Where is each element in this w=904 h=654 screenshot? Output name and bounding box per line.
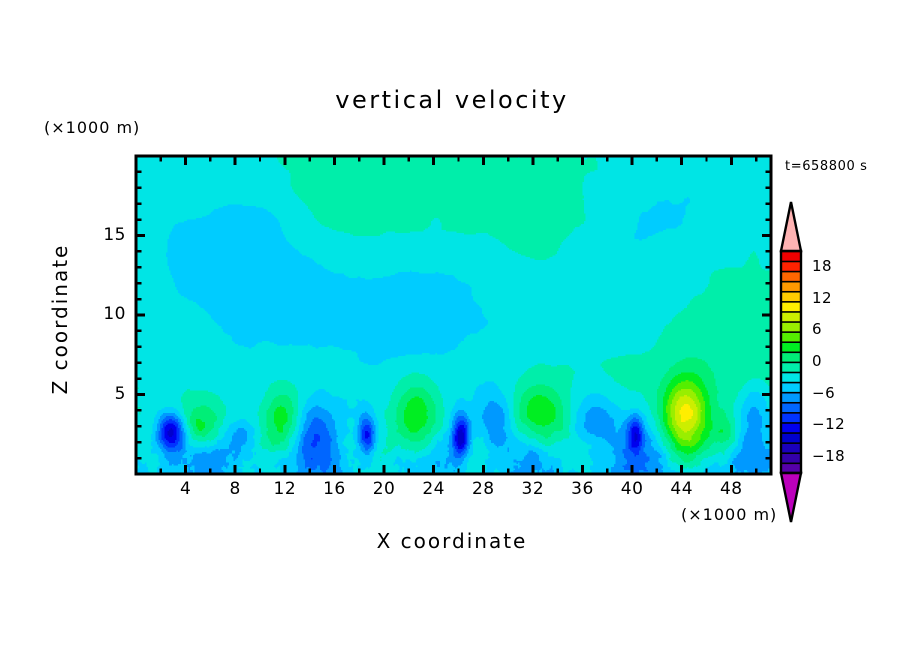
x-tick-label: 28: [471, 479, 495, 499]
colorbar-tick-label: 18: [812, 256, 833, 275]
x-tick-label: 44: [670, 479, 694, 499]
x-tick-label: 32: [521, 479, 545, 499]
colorbar-tick-label: −6: [812, 383, 836, 402]
x-axis-units-label: (×1000 m): [681, 505, 778, 524]
contour-fill-layer: [136, 156, 771, 474]
axis-frame-layer: [134, 154, 773, 476]
x-axis-title: X coordinate: [376, 529, 528, 553]
colorbar-tick-label: 12: [812, 288, 833, 307]
x-tick-label: 12: [273, 479, 297, 499]
x-tick-label: 24: [422, 479, 445, 499]
x-tick-label: 16: [323, 479, 346, 499]
colorbar-tick-label: −12: [812, 415, 846, 434]
colorbar-tick-label: 6: [812, 320, 823, 339]
x-tick-label: 48: [719, 479, 743, 499]
colorbar-tick-label: 0: [812, 352, 823, 370]
y-tick-label: 15: [103, 224, 126, 245]
y-tick-label: 10: [103, 304, 126, 324]
y-axis-units-label: (×1000 m): [44, 118, 141, 137]
x-tick-label: 4: [179, 479, 192, 499]
colorbar-tick-label: −18: [812, 447, 846, 466]
y-tick-label: 5: [114, 383, 126, 404]
x-tick-label: 36: [571, 479, 594, 499]
timestamp-annotation: t=658800 s: [785, 159, 868, 174]
x-tick-label: 20: [372, 479, 396, 499]
colorbar: [779, 201, 803, 523]
x-tick-label: 40: [620, 479, 644, 499]
x-tick-label: 8: [229, 479, 241, 499]
page-title: vertical velocity: [335, 86, 569, 114]
